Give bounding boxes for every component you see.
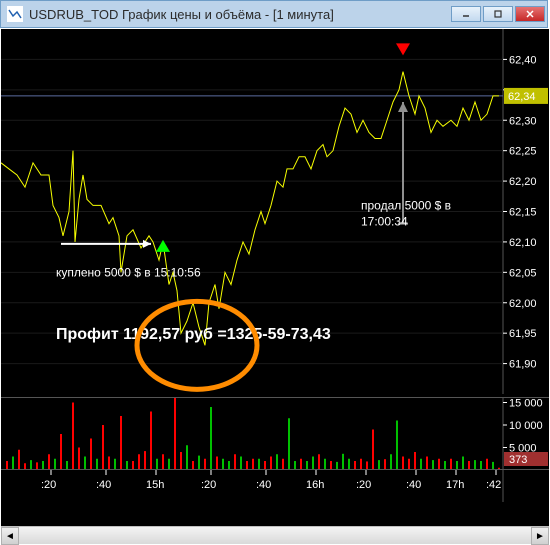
horizontal-scrollbar[interactable]: ◄ ►: [1, 526, 549, 544]
svg-text:62,30: 62,30: [509, 115, 537, 127]
svg-text::20: :20: [356, 479, 371, 491]
app-icon: [7, 6, 23, 22]
svg-text:15h: 15h: [146, 479, 164, 491]
price-chart[interactable]: 62,40 62,30 62,25 62,20 62,15 62,10 62,05 62,00…: [1, 29, 549, 394]
window-minimize-button[interactable]: [451, 6, 481, 22]
svg-text:17:00:34: 17:00:34: [361, 215, 408, 229]
window-close-button[interactable]: [515, 6, 545, 22]
time-axis: :20 :40 15h :20 :40 16h :20 :40 17h :42: [1, 469, 549, 501]
svg-text::40: :40: [406, 479, 421, 491]
svg-text:62,40: 62,40: [509, 54, 537, 66]
svg-text:16h: 16h: [306, 479, 324, 491]
window-title: USDRUB_TOD График цены и объёма - [1 мин…: [29, 7, 449, 22]
window-titlebar: USDRUB_TOD График цены и объёма - [1 мин…: [0, 0, 548, 28]
svg-text:62,05: 62,05: [509, 267, 537, 279]
svg-text:61,90: 61,90: [509, 359, 537, 371]
svg-text:62,20: 62,20: [509, 176, 537, 188]
svg-text:продал 5000 $ в: продал 5000 $ в: [361, 199, 451, 213]
svg-text::42: :42: [486, 479, 501, 491]
svg-text::40: :40: [256, 479, 271, 491]
svg-text:62,34: 62,34: [508, 91, 536, 103]
volume-chart[interactable]: 15 00010 0005 000373: [1, 397, 549, 469]
svg-text:10 000: 10 000: [509, 420, 543, 432]
svg-text::40: :40: [96, 479, 111, 491]
svg-text::20: :20: [201, 479, 216, 491]
chart-container: 62,40 62,30 62,25 62,20 62,15 62,10 62,05 62,00…: [1, 29, 549, 544]
svg-text:17h: 17h: [446, 479, 464, 491]
scroll-left-button[interactable]: ◄: [1, 527, 19, 545]
svg-text:373: 373: [509, 454, 527, 466]
svg-text:куплено 5000 $ в 15:10:56: куплено 5000 $ в 15:10:56: [56, 265, 201, 279]
svg-text:62,15: 62,15: [509, 207, 537, 219]
svg-text:61,95: 61,95: [509, 328, 537, 340]
svg-text:62,00: 62,00: [509, 298, 537, 310]
svg-text:Профит 1192,57 руб =1325-59-: Профит 1192,57 руб =1325-59-73,43: [56, 326, 331, 343]
svg-text::20: :20: [41, 479, 56, 491]
svg-text:15 000: 15 000: [509, 398, 543, 410]
svg-text:62,25: 62,25: [509, 146, 537, 158]
svg-text:62,10: 62,10: [509, 237, 537, 249]
scroll-right-button[interactable]: ►: [531, 527, 549, 545]
window-maximize-button[interactable]: [483, 6, 513, 22]
